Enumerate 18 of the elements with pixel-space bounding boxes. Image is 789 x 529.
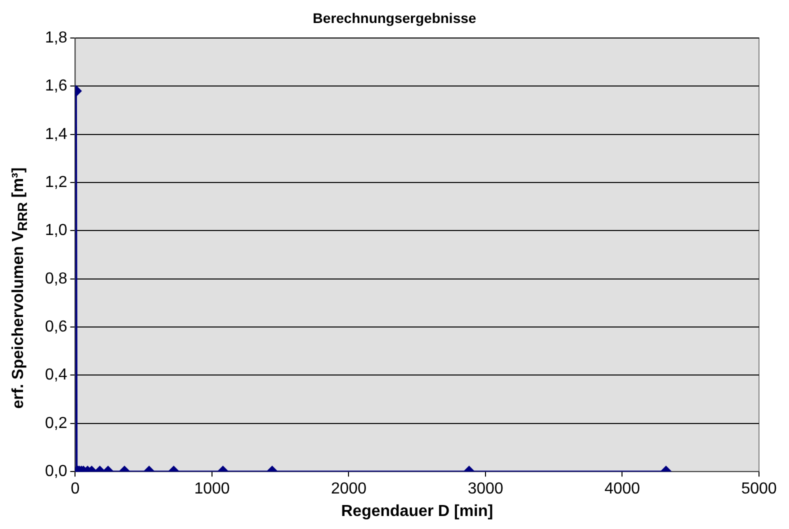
y-tick-label: 1,0 bbox=[44, 222, 68, 240]
y-tick-label: 0,4 bbox=[44, 366, 68, 384]
y-tick-label: 0,8 bbox=[44, 270, 68, 288]
y-tick-label: 0,2 bbox=[44, 414, 68, 432]
y-tick-label: 1,2 bbox=[44, 174, 68, 191]
x-tick-label: 3000 bbox=[468, 480, 504, 498]
x-tick-label: 2000 bbox=[330, 480, 367, 498]
y-tick-label: 0,6 bbox=[44, 318, 68, 336]
y-tick-label: 1,4 bbox=[44, 126, 68, 143]
x-tick-label: 0 bbox=[70, 480, 80, 498]
chart-title: Berechnungsergebnisse bbox=[312, 10, 478, 26]
y-tick-label: 0,0 bbox=[44, 463, 68, 480]
y-tick-label: 1,6 bbox=[44, 78, 68, 95]
x-axis-title: Regendauer D [min] bbox=[341, 502, 494, 520]
x-tick-label: 4000 bbox=[604, 480, 640, 498]
x-tick-label: 1000 bbox=[194, 480, 230, 498]
x-tick-label: 5000 bbox=[741, 480, 777, 498]
y-tick-label: 1,8 bbox=[44, 29, 68, 46]
